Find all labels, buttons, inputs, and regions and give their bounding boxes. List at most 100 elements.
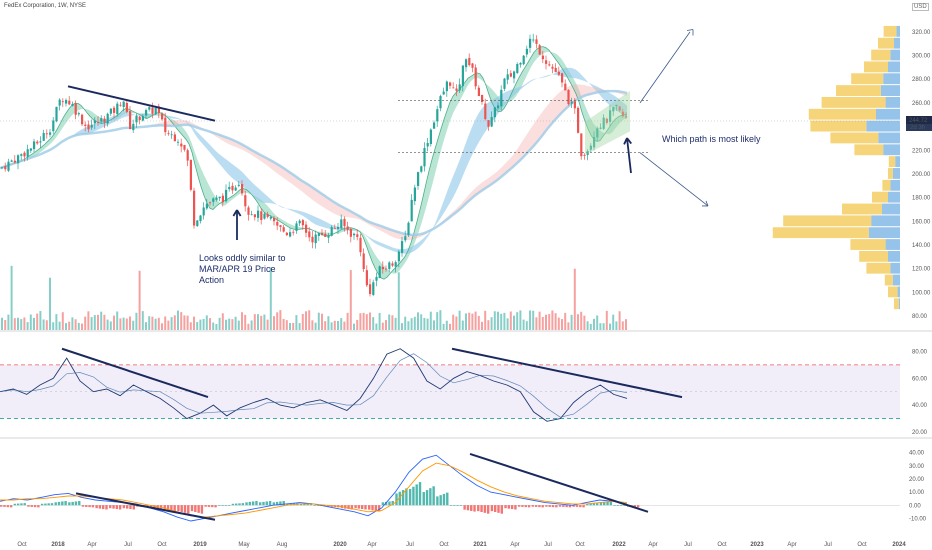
volume-bar bbox=[81, 323, 83, 330]
time-axis-tick: 2023 bbox=[750, 542, 764, 548]
macd-histogram-bar bbox=[562, 505, 565, 507]
price-axis-tick: 260.00 bbox=[912, 101, 931, 107]
macd-histogram-bar bbox=[545, 505, 548, 507]
macd-histogram-bar bbox=[13, 503, 17, 506]
macd-histogram-bar bbox=[616, 505, 620, 506]
macd-histogram-bar bbox=[565, 505, 568, 508]
volume-bar bbox=[401, 323, 403, 330]
macd-histogram-bar bbox=[596, 503, 599, 506]
volume-bar bbox=[500, 313, 503, 330]
candle-body bbox=[532, 39, 535, 41]
volume-profile-bar-blue bbox=[888, 61, 900, 73]
volume-bar bbox=[221, 313, 224, 330]
candle-body bbox=[397, 251, 400, 262]
volume-bar bbox=[349, 270, 352, 330]
volume-bar bbox=[391, 315, 394, 330]
macd-histogram-bar bbox=[350, 505, 354, 510]
volume-profile-bar-yellow bbox=[842, 203, 882, 215]
candle-body bbox=[545, 60, 548, 64]
macd-histogram-bar bbox=[405, 488, 408, 506]
volume-bar bbox=[567, 322, 570, 330]
macd-histogram-bar bbox=[453, 505, 456, 506]
candle-body bbox=[29, 148, 32, 151]
candle-body bbox=[503, 78, 506, 89]
candle-body bbox=[433, 122, 436, 129]
volume-bar bbox=[381, 322, 384, 330]
volume-bar bbox=[503, 312, 506, 330]
macd-histogram-bar bbox=[425, 490, 429, 506]
currency-badge[interactable]: USD bbox=[912, 3, 929, 11]
candle-body bbox=[420, 166, 423, 172]
candle-body bbox=[52, 120, 55, 132]
volume-profile-bar-yellow bbox=[808, 108, 876, 120]
macd-histogram-bar bbox=[286, 503, 289, 506]
volume-profile-bar-yellow bbox=[871, 49, 891, 61]
candle-body bbox=[509, 73, 512, 77]
macd-histogram-bar bbox=[30, 505, 33, 507]
volume-bar bbox=[529, 310, 531, 330]
candle-body bbox=[487, 120, 490, 127]
projection-down-line bbox=[639, 152, 709, 207]
macd-histogram-bar bbox=[568, 505, 572, 508]
volume-profile-bar-blue bbox=[890, 49, 900, 61]
candle-body bbox=[7, 161, 10, 171]
volume-bar bbox=[545, 314, 547, 330]
volume-profile-bar-blue bbox=[895, 156, 900, 168]
macd-histogram-bar bbox=[415, 484, 418, 506]
candle-body bbox=[193, 190, 196, 226]
macd-histogram-bar bbox=[344, 505, 347, 509]
ribbon-fast bbox=[0, 46, 627, 280]
macd-histogram-bar bbox=[122, 505, 126, 509]
candle-body bbox=[244, 195, 247, 207]
candle-body bbox=[129, 111, 132, 130]
macd-histogram-bar bbox=[374, 505, 378, 511]
volume-bar bbox=[61, 312, 64, 330]
volume-bar bbox=[196, 321, 199, 330]
macd-histogram-bar bbox=[323, 505, 326, 506]
macd-histogram-bar bbox=[238, 503, 241, 506]
candle-body bbox=[455, 88, 458, 91]
macd-histogram-bar bbox=[227, 505, 231, 506]
candle-body bbox=[308, 231, 311, 238]
volume-bar bbox=[410, 318, 413, 330]
volume-bar bbox=[13, 318, 16, 330]
candle-body bbox=[23, 152, 26, 157]
volume-bar bbox=[97, 314, 99, 330]
macd-histogram-bar bbox=[64, 501, 67, 506]
candle-body bbox=[71, 103, 74, 106]
macd-histogram-bar bbox=[514, 505, 517, 510]
macd-histogram-bar bbox=[507, 505, 511, 509]
candle-body bbox=[173, 134, 176, 142]
candle-body bbox=[36, 141, 39, 144]
volume-profile-bar-yellow bbox=[882, 179, 891, 191]
volume-bars bbox=[1, 265, 627, 330]
time-axis-tick: Jul bbox=[824, 542, 832, 548]
candle-body bbox=[359, 237, 362, 253]
macd-histogram-bar bbox=[316, 505, 320, 506]
volume-bar bbox=[241, 312, 243, 330]
macd-histogram-bar bbox=[190, 505, 194, 512]
macd-histogram-bar bbox=[391, 501, 394, 506]
volume-bar bbox=[327, 316, 330, 330]
volume-bar bbox=[20, 319, 23, 330]
volume-bar bbox=[1, 317, 3, 330]
candle-body bbox=[404, 236, 407, 241]
macd-histogram-bar bbox=[579, 505, 582, 508]
volume-bar bbox=[573, 268, 576, 330]
volume-profile-bar-blue bbox=[871, 215, 900, 227]
candle-body bbox=[388, 262, 391, 269]
volume-profile-bar-blue bbox=[876, 108, 900, 120]
candle-body bbox=[106, 113, 109, 124]
macd-histogram-bar bbox=[551, 505, 555, 508]
volume-bar bbox=[279, 310, 282, 330]
macd-histogram-bar bbox=[204, 505, 207, 507]
macd-histogram-bar bbox=[241, 503, 245, 506]
volume-bar bbox=[186, 315, 189, 330]
candle-body bbox=[401, 241, 404, 253]
volume-bar bbox=[273, 316, 275, 330]
volume-bar bbox=[301, 314, 304, 330]
macd-histogram-bar bbox=[572, 505, 575, 507]
macd-histogram-bar bbox=[606, 501, 609, 506]
volume-bar bbox=[471, 313, 474, 330]
